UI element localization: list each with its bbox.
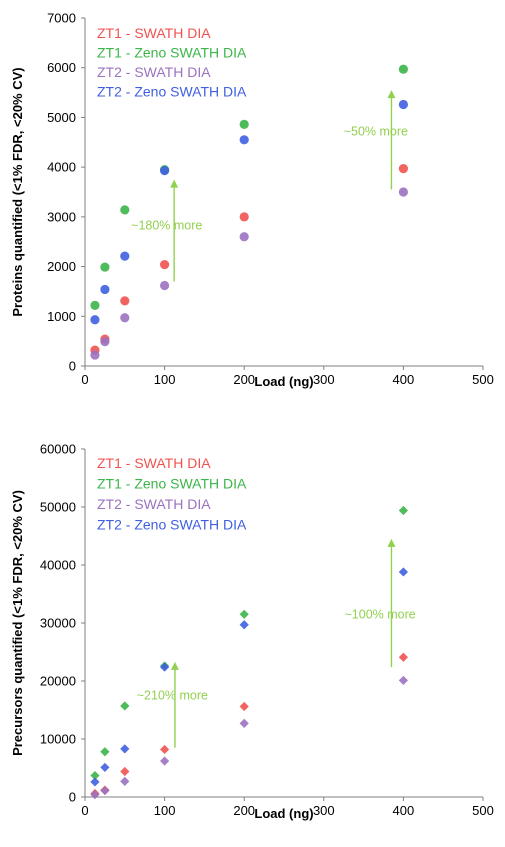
x-tick-label: 400 bbox=[393, 803, 415, 818]
x-tick-label: 200 bbox=[233, 372, 255, 387]
data-point bbox=[398, 64, 408, 74]
data-point bbox=[239, 609, 249, 619]
x-tick-label: 0 bbox=[81, 803, 88, 818]
legend-entry: ZT1 - Zeno SWATH DIA bbox=[97, 476, 247, 492]
data-point bbox=[160, 166, 170, 176]
y-tick-label: 50000 bbox=[40, 500, 76, 515]
data-point bbox=[239, 718, 249, 728]
y-tick-label: 30000 bbox=[40, 616, 76, 631]
y-tick-label: 60000 bbox=[40, 442, 76, 457]
chart-proteins: 0 1000 2000 3000 4000 5000 6000 7000 0 100 200 300 4… bbox=[10, 11, 494, 390]
legend-entry: ZT2 - Zeno SWATH DIA bbox=[97, 84, 247, 100]
data-point bbox=[100, 786, 110, 796]
x-tick-label: 500 bbox=[472, 372, 494, 387]
data-point bbox=[100, 284, 110, 295]
data-point bbox=[398, 164, 408, 174]
data-point bbox=[160, 662, 170, 672]
legend-entry: ZT1 - SWATH DIA bbox=[97, 455, 211, 471]
annotation-arrow-head bbox=[170, 179, 179, 188]
annotation-arrow-head bbox=[387, 538, 396, 547]
y-tick-label: 1000 bbox=[47, 309, 76, 324]
data-point bbox=[160, 744, 170, 755]
y-tick-label: 4000 bbox=[47, 160, 76, 175]
annotation-label: ~210% more bbox=[137, 689, 208, 703]
data-point bbox=[239, 212, 249, 222]
data-point bbox=[90, 777, 100, 787]
data-point bbox=[239, 135, 249, 145]
y-axis-title: Proteins quantified (<1% FDR, <20% CV) bbox=[10, 67, 25, 316]
data-point bbox=[120, 776, 130, 786]
data-point bbox=[239, 232, 249, 242]
data-point bbox=[90, 770, 100, 781]
y-tick-label: 5000 bbox=[47, 110, 76, 125]
x-tick-label: 100 bbox=[154, 372, 176, 387]
legend-entry: ZT2 - Zeno SWATH DIA bbox=[97, 517, 247, 533]
data-point bbox=[90, 790, 100, 800]
annotation-label: ~100% more bbox=[344, 607, 415, 621]
data-point bbox=[100, 762, 110, 773]
data-point bbox=[239, 119, 249, 129]
data-point bbox=[100, 747, 110, 757]
data-point bbox=[90, 315, 100, 325]
x-tick-label: 200 bbox=[233, 803, 255, 818]
data-point bbox=[100, 337, 110, 347]
data-point bbox=[398, 567, 408, 577]
y-tick-label: 7000 bbox=[47, 11, 76, 26]
legend-entry: ZT1 - SWATH DIA bbox=[97, 25, 211, 41]
data-point bbox=[100, 262, 110, 272]
x-tick-label: 300 bbox=[313, 372, 335, 387]
legend-entry: ZT2 - SWATH DIA bbox=[97, 64, 211, 80]
data-point bbox=[398, 652, 408, 662]
data-point bbox=[398, 505, 408, 516]
x-tick-label: 0 bbox=[81, 372, 88, 387]
x-axis-title: Load (ng) bbox=[254, 374, 313, 389]
data-point bbox=[120, 313, 130, 323]
annotation-label: ~50% more bbox=[344, 124, 408, 138]
y-axis-title: Precursors quantified (<1% FDR, <20% CV) bbox=[10, 490, 25, 756]
data-point bbox=[120, 766, 130, 777]
data-point bbox=[120, 701, 130, 711]
y-tick-label: 6000 bbox=[47, 60, 76, 75]
data-point bbox=[120, 205, 130, 215]
data-point bbox=[398, 187, 408, 197]
data-point bbox=[239, 620, 249, 630]
data-point bbox=[398, 99, 408, 110]
data-point bbox=[90, 300, 100, 310]
annotation-arrow-head bbox=[387, 90, 396, 99]
y-tick-label: 0 bbox=[69, 359, 76, 374]
data-point bbox=[160, 259, 170, 270]
annotation-label: ~180% more bbox=[131, 218, 202, 232]
x-axis-title: Load (ng) bbox=[254, 806, 313, 821]
x-tick-label: 400 bbox=[393, 372, 415, 387]
x-tick-label: 100 bbox=[154, 803, 176, 818]
data-point bbox=[160, 280, 170, 291]
x-tick-label: 500 bbox=[472, 803, 494, 818]
annotation-arrow-head bbox=[170, 661, 179, 670]
y-tick-label: 10000 bbox=[40, 732, 76, 747]
data-point bbox=[120, 251, 130, 261]
data-point bbox=[120, 296, 130, 306]
data-point bbox=[160, 756, 170, 766]
chart-precursors: 0 10000 20000 30000 40000 50000 60000 0 100 200 30… bbox=[10, 442, 494, 822]
y-tick-label: 2000 bbox=[47, 259, 76, 274]
data-point bbox=[120, 744, 130, 754]
data-point bbox=[398, 675, 408, 686]
y-tick-label: 3000 bbox=[47, 209, 76, 224]
y-tick-label: 20000 bbox=[40, 674, 76, 689]
data-point bbox=[239, 701, 249, 712]
y-tick-label: 40000 bbox=[40, 558, 76, 573]
legend-entry: ZT1 - Zeno SWATH DIA bbox=[97, 45, 247, 61]
y-tick-label: 0 bbox=[69, 790, 76, 805]
x-tick-label: 300 bbox=[313, 803, 335, 818]
data-point bbox=[90, 350, 100, 360]
legend-entry: ZT2 - SWATH DIA bbox=[97, 496, 211, 512]
